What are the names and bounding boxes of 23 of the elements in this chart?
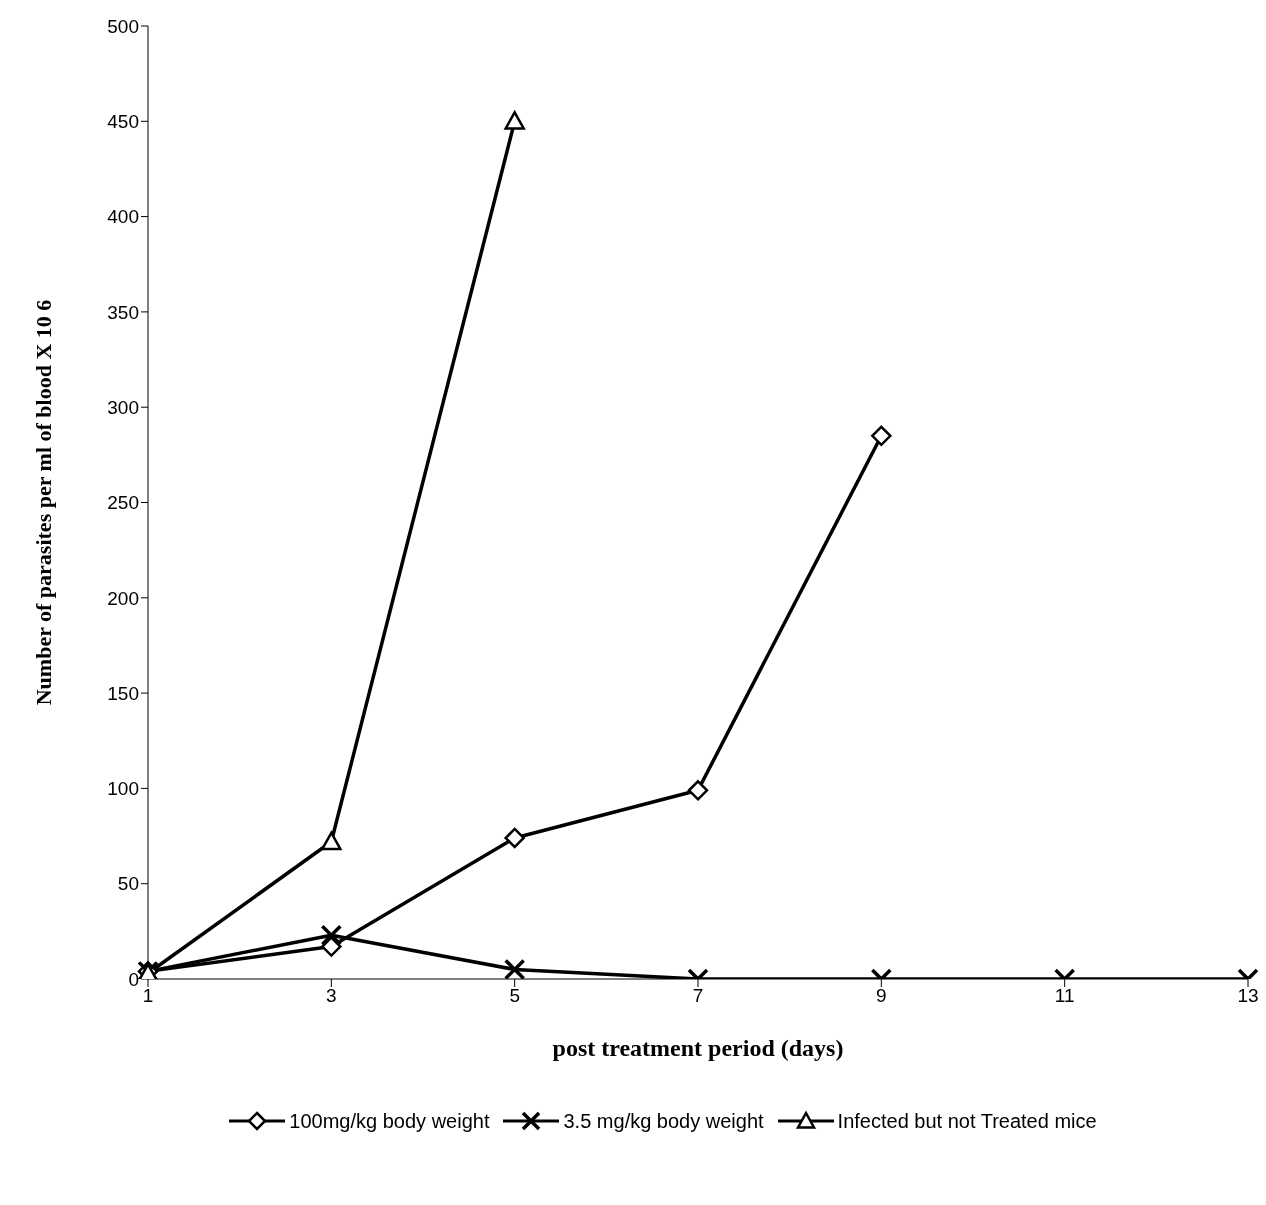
legend-label: 100mg/kg body weight [289, 1109, 490, 1133]
y-tick-label: 400 [107, 206, 139, 228]
x-tick-label: 13 [1237, 985, 1259, 1007]
y-tick-label: 200 [107, 587, 139, 609]
y-tick-label: 0 [128, 968, 139, 990]
x-tick-label: 5 [509, 985, 520, 1007]
y-tick-label: 500 [107, 15, 139, 37]
x-tick-label: 3 [326, 985, 337, 1007]
y-tick-label: 350 [107, 301, 139, 323]
y-tick-label: 450 [107, 111, 139, 133]
y-tick-label: 50 [117, 873, 139, 895]
y-tick-label: 300 [107, 396, 139, 418]
legend-label: 3.5 mg/kg body weight [563, 1109, 764, 1133]
y-tick-label: 150 [107, 682, 139, 704]
x-tick-label: 9 [876, 985, 887, 1007]
x-axis-title: post treatment period (days) [552, 1035, 844, 1062]
x-tick-label: 7 [692, 985, 704, 1007]
y-tick-label: 100 [107, 778, 139, 800]
legend-label: Infected but not Treated mice [837, 1109, 1097, 1133]
x-tick-label: 11 [1054, 985, 1075, 1007]
x-tick-label: 1 [142, 985, 154, 1007]
y-tick-label: 250 [107, 492, 139, 514]
y-axis-title: Number of parasites per ml of blood X 10 6 [30, 299, 56, 706]
